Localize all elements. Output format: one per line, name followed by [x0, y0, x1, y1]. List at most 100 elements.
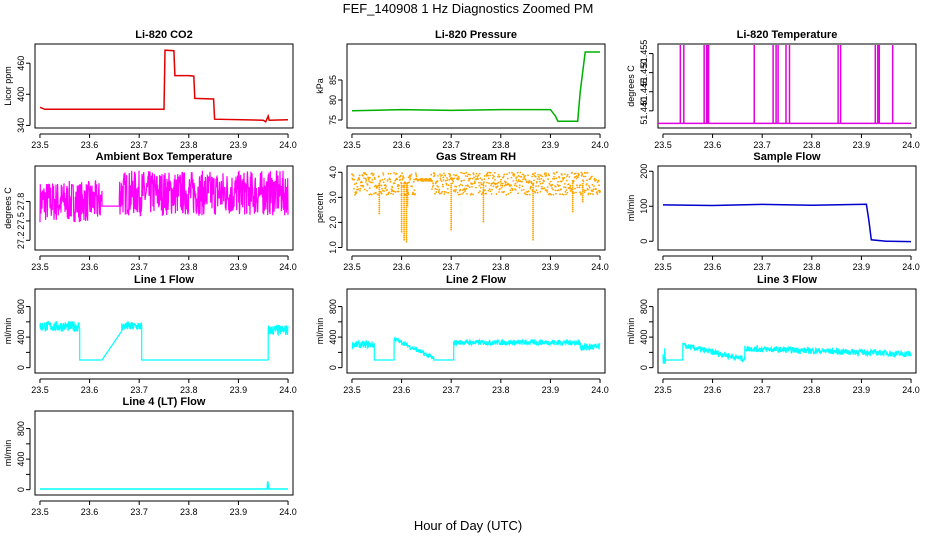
rh-point — [445, 183, 448, 186]
rh-point — [409, 177, 412, 180]
rh-dip-point — [532, 228, 534, 231]
rh-point — [459, 188, 462, 191]
rh-point — [380, 184, 383, 187]
rh-point — [489, 174, 491, 177]
rh-point — [560, 180, 563, 183]
rh-point — [531, 175, 533, 178]
rh-dip-point — [405, 222, 408, 225]
rh-point — [564, 186, 567, 189]
rh-point — [556, 171, 558, 174]
rh-point — [486, 171, 489, 174]
rh-dip-point — [532, 210, 534, 213]
rh-dip-point — [403, 224, 405, 227]
rh-dip-point — [571, 196, 574, 199]
rh-dip-point — [403, 234, 405, 237]
x-tick-label: 23.8 — [803, 140, 821, 150]
rh-dip-point — [403, 200, 405, 203]
rh-point — [525, 191, 528, 193]
y-tick-label: 400 — [639, 330, 649, 345]
rh-dip-point — [450, 222, 453, 225]
rh-dip-point — [405, 220, 408, 223]
rh-point — [433, 172, 436, 175]
rh-dip-point — [400, 184, 403, 187]
rh-dip-point — [450, 220, 453, 223]
rh-dip-point — [405, 214, 408, 217]
panel-title: Gas Stream RH — [436, 151, 516, 163]
rh-dip-point — [403, 186, 405, 189]
rh-point — [477, 191, 480, 194]
rh-dip-point — [532, 202, 534, 205]
rh-point — [505, 181, 507, 184]
y-axis-label: ml/min — [626, 195, 636, 222]
y-tick-label: 400 — [328, 330, 338, 345]
rh-dip-point — [403, 232, 405, 235]
rh-point — [395, 172, 398, 175]
rh-point — [432, 184, 435, 187]
rh-point — [495, 193, 498, 196]
series-data — [351, 336, 601, 361]
rh-dip-point — [403, 236, 405, 239]
rh-point — [461, 193, 463, 195]
rh-dip-point — [405, 212, 408, 215]
rh-point — [411, 185, 413, 188]
rh-dip-point — [378, 200, 381, 203]
rh-dip-point — [532, 216, 534, 219]
rh-dip-point — [403, 182, 405, 185]
rh-point — [552, 193, 555, 196]
rh-point — [511, 171, 513, 174]
rh-dip-point — [532, 234, 534, 237]
rh-point — [511, 188, 514, 190]
rh-point — [441, 183, 444, 186]
rh-point — [368, 187, 371, 190]
rh-dip-point — [482, 204, 485, 207]
rh-point — [355, 182, 358, 185]
rh-point — [549, 180, 552, 183]
rh-point — [551, 183, 554, 186]
rh-point — [490, 193, 493, 195]
rh-point — [415, 173, 417, 176]
rh-point — [413, 178, 415, 181]
rh-point — [522, 173, 525, 176]
rh-point — [357, 188, 360, 191]
rh-point — [589, 192, 592, 195]
x-tick-label: 23.7 — [753, 385, 771, 395]
y-tick-label: 4.0 — [328, 166, 338, 179]
rh-point — [518, 186, 521, 189]
series-data — [662, 203, 912, 243]
rh-dip-point — [532, 192, 534, 195]
rh-point — [479, 186, 482, 189]
panel-title: Sample Flow — [753, 151, 821, 163]
x-tick-label: 23.6 — [704, 262, 722, 272]
rh-point — [509, 189, 512, 192]
rh-point — [458, 184, 461, 187]
rh-point — [547, 178, 549, 181]
rh-point — [384, 187, 387, 189]
rh-dip-point — [571, 194, 574, 197]
x-tick-label: 23.5 — [654, 262, 672, 272]
rh-dip-point — [403, 198, 405, 201]
rh-dip-point — [405, 228, 408, 231]
y-tick-label: 1.0 — [328, 241, 338, 254]
rh-point — [389, 180, 392, 183]
rh-point — [512, 180, 515, 182]
y-tick-label: 800 — [639, 299, 649, 314]
rh-point — [446, 188, 449, 190]
rh-point — [518, 180, 520, 183]
rh-point — [546, 191, 549, 193]
x-tick-label: 23.5 — [343, 140, 361, 150]
rh-point — [598, 184, 600, 187]
rh-dip-point — [406, 190, 409, 193]
rh-dip-point — [571, 184, 574, 187]
rh-point — [446, 179, 449, 182]
rh-point — [385, 193, 388, 196]
rh-dip-point — [532, 208, 534, 211]
rh-point — [383, 190, 385, 193]
rh-dip-point — [581, 194, 584, 197]
rh-point — [586, 179, 588, 182]
y-tick-label: 51.450 — [639, 59, 649, 87]
rh-point — [539, 190, 542, 193]
rh-dip-point — [450, 224, 453, 227]
rh-point — [507, 192, 510, 195]
rh-point — [438, 190, 440, 192]
rh-point — [497, 173, 500, 176]
